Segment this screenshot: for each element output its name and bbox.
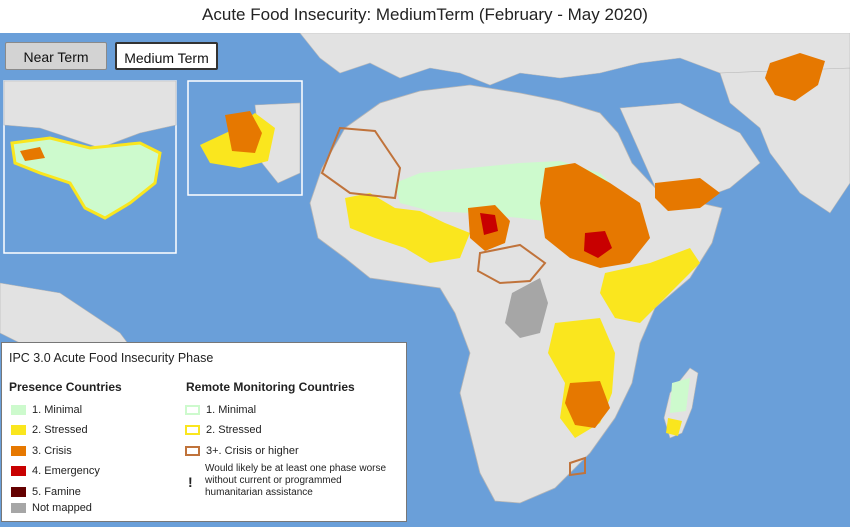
- swatch-remote-crisis: [185, 446, 200, 457]
- madagascar-stressed: [666, 418, 682, 436]
- legend-remote-crisis: 3+. Crisis or higher: [185, 444, 299, 458]
- legend-label: 5. Famine: [32, 486, 81, 498]
- legend-panel: IPC 3.0 Acute Food Insecurity Phase Pres…: [1, 342, 407, 522]
- legend-label: 2. Stressed: [32, 424, 88, 436]
- remote-heading: Remote Monitoring Countries: [186, 380, 355, 394]
- yemen-crisis: [655, 178, 720, 211]
- west-africa-stressed: [345, 193, 470, 263]
- presence-heading: Presence Countries: [9, 380, 122, 394]
- legend-label: 3+. Crisis or higher: [206, 445, 299, 457]
- swatch-crisis: [11, 446, 26, 457]
- remote-outline-car: [476, 243, 547, 285]
- legend-presence-famine: 5. Famine: [11, 485, 81, 499]
- east-africa-crisis: [540, 163, 650, 268]
- swatch-remote-stressed: [185, 425, 200, 436]
- legend-remote-minimal: 1. Minimal: [185, 403, 256, 417]
- legend-label: 2. Stressed: [206, 424, 262, 436]
- remote-outline-south: [569, 456, 586, 477]
- exclamation-icon: !: [188, 474, 193, 490]
- legend-presence-stressed: 2. Stressed: [11, 423, 88, 437]
- legend-label: 4. Emergency: [32, 465, 100, 477]
- lake-chad-emergency: [480, 213, 498, 235]
- legend-label: 3. Crisis: [32, 445, 72, 457]
- inset-haiti[interactable]: [187, 80, 303, 196]
- south-sudan-emergency: [584, 231, 612, 258]
- legend-presence-emergency: 4. Emergency: [11, 464, 100, 478]
- medium-term-button[interactable]: Medium Term: [115, 42, 218, 70]
- legend-presence-crisis: 3. Crisis: [11, 444, 72, 458]
- legend-label: Not mapped: [32, 502, 92, 514]
- swatch-remote-minimal: [185, 405, 200, 416]
- legend-note: Would likely be at least one phase worse…: [205, 463, 387, 498]
- swatch-stressed: [11, 425, 26, 436]
- legend-presence-minimal: 1. Minimal: [11, 403, 82, 417]
- arabian-peninsula: [619, 102, 761, 204]
- swatch-famine: [11, 487, 26, 498]
- map-title: Acute Food Insecurity: MediumTerm (Febru…: [202, 5, 648, 24]
- legend-remote-stressed: 2. Stressed: [185, 423, 262, 437]
- legend-title: IPC 3.0 Acute Food Insecurity Phase: [9, 351, 214, 365]
- horn-stressed: [600, 248, 700, 323]
- swatch-emergency: [11, 466, 26, 477]
- remote-outline-west: [320, 126, 402, 200]
- near-term-button[interactable]: Near Term: [5, 42, 107, 70]
- legend-label: 1. Minimal: [32, 404, 83, 416]
- asia-landmass: [719, 67, 850, 214]
- inset-central-america[interactable]: [3, 80, 177, 254]
- legend-label: 1. Minimal: [206, 404, 257, 416]
- afghanistan-crisis: [765, 53, 825, 101]
- swatch-minimal: [11, 405, 26, 416]
- zimbabwe-crisis: [565, 381, 610, 428]
- not-mapped-region: [505, 278, 548, 338]
- madagascar-minimal: [670, 378, 690, 413]
- legend-presence-not-mapped: Not mapped: [11, 501, 92, 515]
- swatch-not-mapped: [11, 503, 26, 514]
